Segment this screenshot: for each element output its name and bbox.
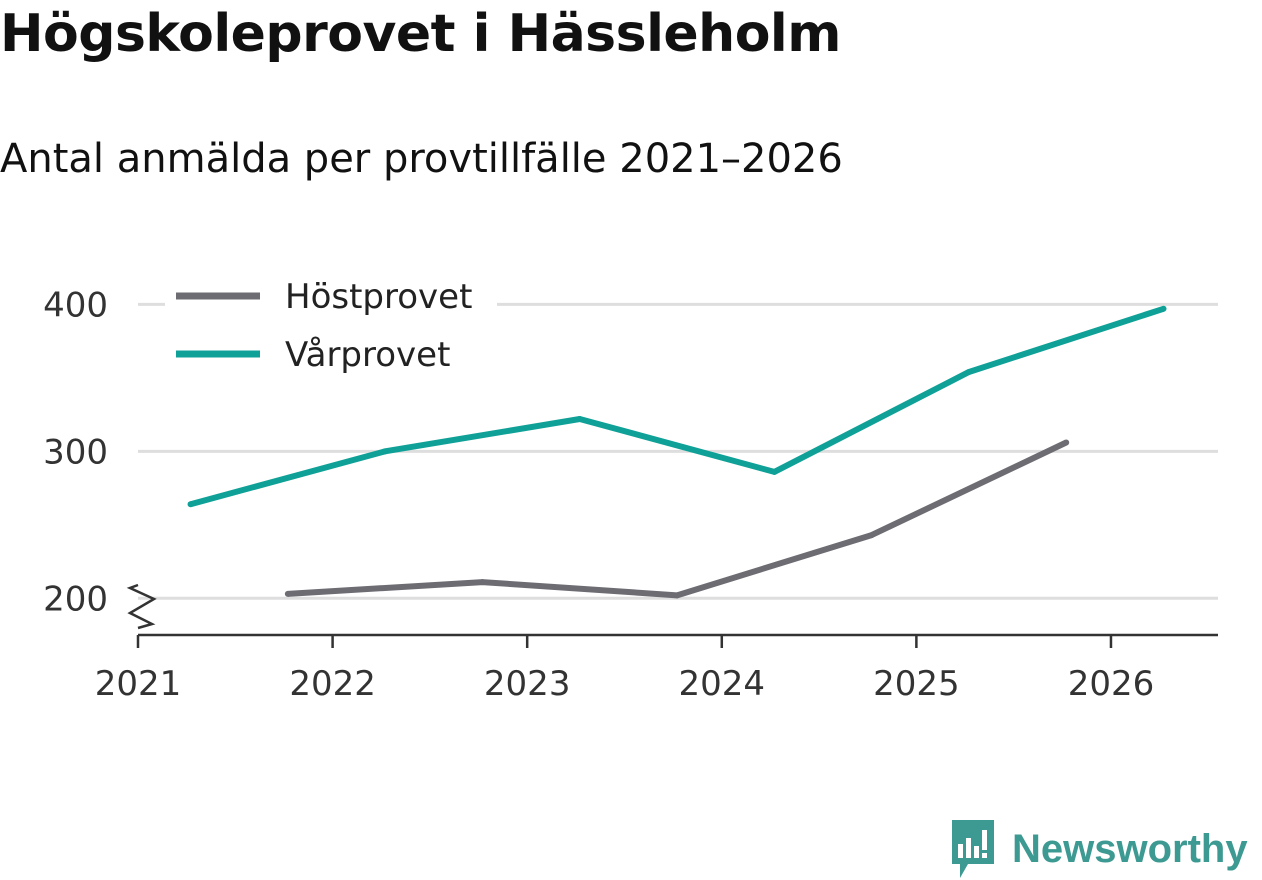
data-point (965, 368, 972, 375)
data-point (868, 532, 875, 539)
chart-title: Högskoleprovet i Hässleholm (0, 4, 841, 64)
data-point (771, 468, 778, 475)
data-point (284, 590, 291, 597)
axis-break-marker (126, 583, 157, 630)
data-point (576, 416, 583, 422)
data-point (479, 579, 486, 586)
legend: Höstprovet Vårprovet (165, 272, 497, 384)
x-tick-label: 2022 (289, 664, 376, 704)
chart-subtitle: Antal anmälda per provtillfälle 2021–202… (0, 136, 843, 182)
x-tick-label: 2024 (679, 664, 766, 704)
series-line-varprovet (189, 305, 1165, 508)
legend-label: Vårprovet (285, 335, 450, 375)
series-line-hostprovet (287, 439, 1068, 599)
axes: 200 300 400 2021 2022 2023 2024 2025 2026 (43, 285, 1218, 704)
y-tick-label: 300 (43, 432, 108, 472)
data-point (1160, 305, 1167, 312)
legend-background (165, 272, 497, 384)
data-point (674, 592, 681, 599)
x-tick-label: 2026 (1068, 664, 1155, 704)
x-tick-label: 2021 (95, 664, 182, 704)
data-point (187, 501, 194, 508)
x-tick-label: 2025 (873, 664, 960, 704)
newsworthy-brand-name: Newsworthy (1012, 826, 1248, 871)
y-tick-label: 200 (43, 579, 108, 619)
newsworthy-logo: Newsworthy (948, 818, 1248, 880)
newsworthy-logo-icon (952, 820, 994, 878)
series (187, 305, 1167, 599)
data-point (1063, 439, 1070, 446)
legend-label: Höstprovet (285, 277, 472, 317)
x-tick-label: 2023 (484, 664, 571, 704)
y-tick-label: 400 (43, 285, 108, 325)
data-point (382, 448, 389, 455)
